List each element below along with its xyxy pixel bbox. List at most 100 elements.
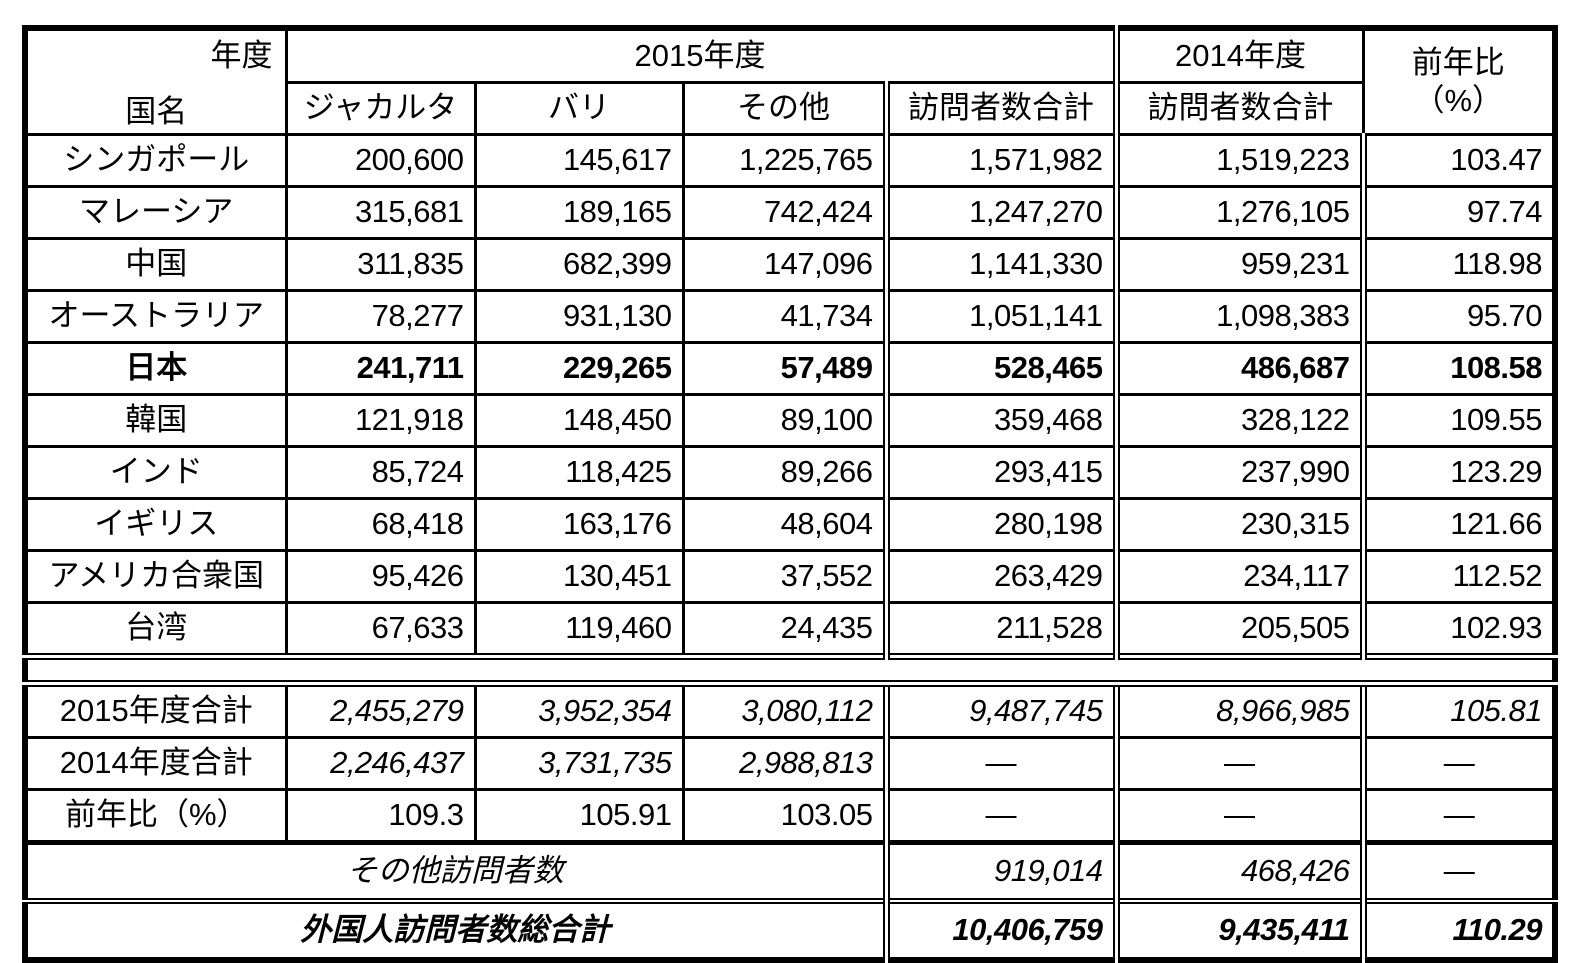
country-name-cell: 台湾 (23, 601, 288, 658)
country-name-cell: アメリカ合衆国 (23, 549, 288, 604)
country-row-australia: オーストラリア 78,277 931,130 41,734 1,051,141 … (23, 289, 1557, 344)
jakarta-value-cell: 78,277 (284, 289, 477, 344)
other-value-cell: 24,435 (681, 601, 888, 658)
bali-value-cell: 3,952,354 (473, 682, 685, 739)
bali-column-header: バリ (473, 81, 685, 136)
yoy-value-cell: 108.58 (1359, 341, 1557, 396)
total-2015-dash-cell: — (882, 788, 1118, 844)
total-2015-value-cell: 9,487,745 (882, 682, 1118, 739)
section-separator-row (25, 653, 1556, 687)
fy2015-group-header: 2015年度 (284, 26, 1118, 84)
yoy-dash-cell: — (1359, 788, 1557, 844)
other-value-cell: 89,266 (681, 445, 888, 500)
summary-row-2014-total: 2014年度合計 2,246,437 3,731,735 2,988,813 —… (23, 736, 1557, 791)
jakarta-value-cell: 85,724 (284, 445, 477, 500)
jakarta-value-cell: 95,426 (284, 549, 477, 604)
country-name-cell: オーストラリア (23, 289, 288, 344)
bali-value-cell: 3,731,735 (473, 736, 685, 791)
total-2014-column-header: 訪問者数合計 (1112, 81, 1365, 136)
jakarta-value-cell: 109.3 (284, 788, 477, 844)
jakarta-value-cell: 311,835 (284, 237, 477, 292)
total-2015-column-header: 訪問者数合計 (882, 81, 1118, 136)
summary-row-yoy: 前年比（%） 109.3 105.91 103.05 — — — (23, 788, 1557, 844)
summary-label-cell: 2015年度合計 (23, 682, 288, 739)
bali-value-cell: 118,425 (473, 445, 685, 500)
jakarta-value-cell: 67,633 (284, 601, 477, 658)
other-value-cell: 1,225,765 (681, 133, 888, 188)
summary-label-cell: 前年比（%） (23, 788, 288, 844)
yoy-header-line1: 前年比 (1411, 44, 1505, 80)
summary-row-2015-total: 2015年度合計 2,455,279 3,952,354 3,080,112 9… (23, 682, 1557, 739)
total-2015-value-cell: 359,468 (882, 393, 1118, 448)
total-2014-value-cell: 486,687 (1112, 341, 1365, 396)
bali-value-cell: 148,450 (473, 393, 685, 448)
total-2015-value-cell: 1,141,330 (882, 237, 1118, 292)
country-row-malaysia: マレーシア 315,681 189,165 742,424 1,247,270 … (23, 185, 1557, 240)
country-name-cell: インド (23, 445, 288, 500)
other-value-cell: 37,552 (681, 549, 888, 604)
country-row-india: インド 85,724 118,425 89,266 293,415 237,99… (23, 445, 1557, 500)
total-2015-dash-cell: — (882, 736, 1118, 791)
total-2014-value-cell: 468,426 (1112, 840, 1365, 903)
other-value-cell: 2,988,813 (681, 736, 888, 791)
yoy-value-cell: 121.66 (1359, 497, 1557, 552)
other-value-cell: 48,604 (681, 497, 888, 552)
year-axis-label: 年度 (210, 38, 273, 73)
other-value-cell: 103.05 (681, 788, 888, 844)
other-value-cell: 147,096 (681, 237, 888, 292)
total-2015-value-cell: 528,465 (882, 341, 1118, 396)
other-value-cell: 41,734 (681, 289, 888, 344)
country-row-taiwan: 台湾 67,633 119,460 24,435 211,528 205,505… (23, 601, 1557, 658)
jakarta-value-cell: 121,918 (284, 393, 477, 448)
total-2014-value-cell: 205,505 (1112, 601, 1365, 658)
total-2014-value-cell: 328,122 (1112, 393, 1365, 448)
yoy-value-cell: 95.70 (1359, 289, 1557, 344)
header-row-1: 年度 国名 2015年度 2014年度 前年比 （%） (23, 26, 1557, 136)
total-2014-dash-cell: — (1112, 736, 1365, 791)
total-2015-value-cell: 1,571,982 (882, 133, 1118, 188)
total-2014-value-cell: 234,117 (1112, 549, 1365, 604)
country-row-usa: アメリカ合衆国 95,426 130,451 37,552 263,429 23… (23, 549, 1557, 604)
total-2014-value-cell: 1,276,105 (1112, 185, 1365, 240)
other-value-cell: 3,080,112 (681, 682, 888, 739)
country-row-singapore: シンガポール 200,600 145,617 1,225,765 1,571,9… (23, 133, 1557, 188)
yoy-value-cell: 103.47 (1359, 133, 1557, 188)
yoy-dash-cell: — (1359, 736, 1557, 791)
yoy-value-cell: 105.81 (1359, 682, 1557, 739)
total-2014-value-cell: 959,231 (1112, 237, 1365, 292)
footer-label-cell: その他訪問者数 (23, 840, 888, 903)
total-2014-value-cell: 9,435,411 (1112, 898, 1365, 962)
footer-label-cell: 外国人訪問者数総合計 (23, 898, 888, 962)
yoy-column-header: 前年比 （%） (1361, 26, 1557, 136)
country-name-cell: シンガポール (23, 133, 288, 188)
bali-value-cell: 189,165 (473, 185, 685, 240)
bali-value-cell: 145,617 (473, 133, 685, 188)
yoy-value-cell: 102.93 (1359, 601, 1557, 658)
bali-value-cell: 229,265 (473, 341, 685, 396)
bali-value-cell: 119,460 (473, 601, 685, 658)
other-value-cell: 89,100 (681, 393, 888, 448)
total-2015-value-cell: 1,247,270 (882, 185, 1118, 240)
jakarta-value-cell: 68,418 (284, 497, 477, 552)
total-2015-value-cell: 919,014 (882, 840, 1118, 903)
country-name-cell: 日本 (23, 341, 288, 396)
yoy-value-cell: 109.55 (1359, 393, 1557, 448)
grand-total-row: 外国人訪問者数総合計 10,406,759 9,435,411 110.29 (23, 898, 1557, 962)
yoy-value-cell: 112.52 (1359, 549, 1557, 604)
total-2015-value-cell: 211,528 (882, 601, 1118, 658)
total-2015-value-cell: 263,429 (882, 549, 1118, 604)
other-value-cell: 57,489 (681, 341, 888, 396)
jakarta-column-header: ジャカルタ (284, 81, 477, 136)
summary-label-cell: 2014年度合計 (23, 736, 288, 791)
total-2014-value-cell: 237,990 (1112, 445, 1365, 500)
yoy-value-cell: 110.29 (1359, 898, 1557, 962)
yoy-header-line2: （%） (1413, 83, 1504, 118)
jakarta-value-cell: 2,246,437 (284, 736, 477, 791)
total-2014-dash-cell: — (1112, 788, 1365, 844)
country-row-korea: 韓国 121,918 148,450 89,100 359,468 328,12… (23, 393, 1557, 448)
header-row-2: ジャカルタ バリ その他 訪問者数合計 訪問者数合計 (25, 81, 1555, 136)
country-row-japan: 日本 241,711 229,265 57,489 528,465 486,68… (23, 341, 1557, 396)
country-axis-label: 国名 (125, 94, 188, 130)
yoy-value-cell: 123.29 (1359, 445, 1557, 500)
